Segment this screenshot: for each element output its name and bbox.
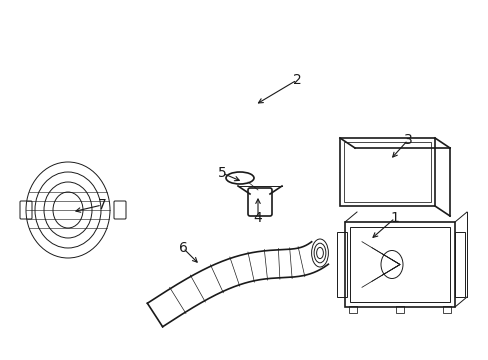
Bar: [343, 142, 430, 202]
Text: 5: 5: [217, 166, 226, 180]
Text: 7: 7: [98, 198, 106, 212]
Bar: [454, 232, 464, 297]
Bar: [395, 306, 403, 313]
Bar: [345, 222, 454, 307]
Text: 2: 2: [292, 73, 301, 87]
Bar: [349, 227, 449, 302]
Text: 1: 1: [390, 211, 399, 225]
Text: 3: 3: [403, 133, 411, 147]
Bar: [442, 306, 450, 313]
Text: 4: 4: [253, 211, 262, 225]
Bar: [336, 232, 346, 297]
Bar: [339, 138, 434, 206]
Text: 6: 6: [178, 241, 187, 255]
Bar: [348, 306, 356, 313]
